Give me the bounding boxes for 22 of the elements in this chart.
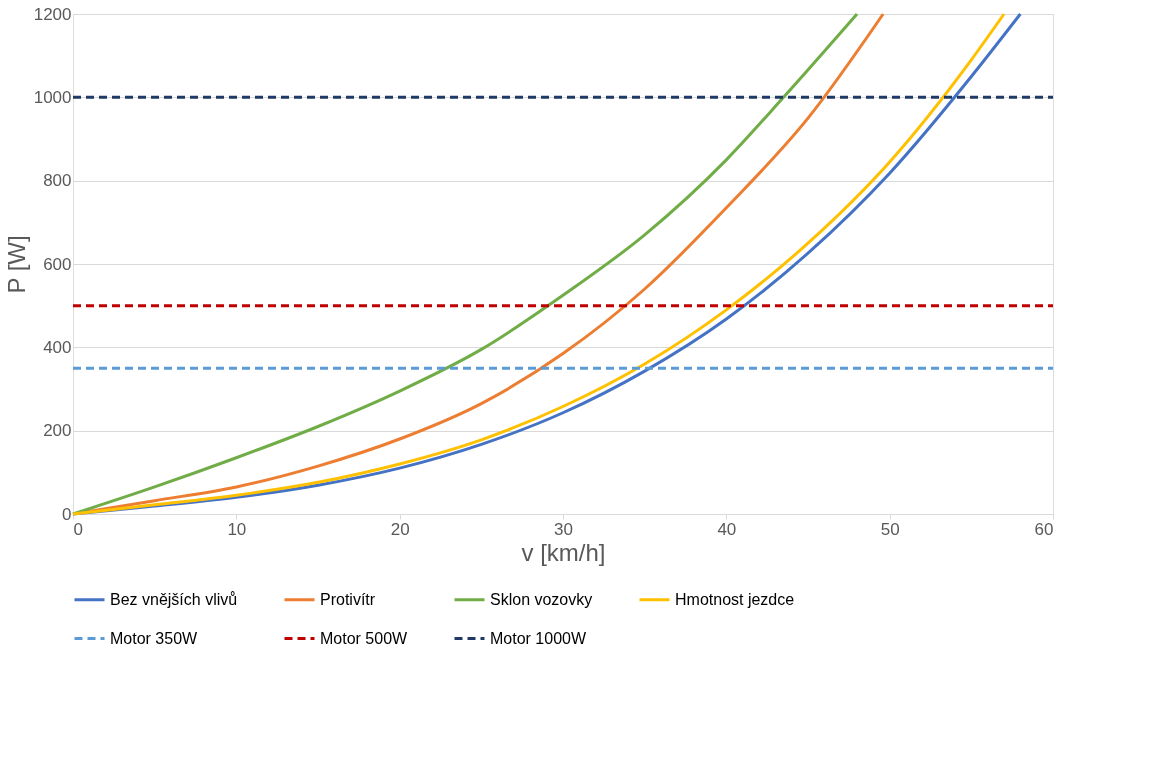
y-tick-label: 1000 (33, 87, 72, 107)
y-tick-label: 0 (62, 504, 72, 524)
x-tick-label: 10 (227, 519, 247, 539)
y-tick-label: 800 (43, 171, 72, 191)
y-axis-title: P [W] (2, 235, 30, 294)
y-tick-label: 600 (43, 254, 72, 274)
legend-label: Bez vnějších vlivů (110, 590, 238, 608)
legend-label: Motor 350W (110, 629, 199, 647)
y-tick-label: 1200 (33, 4, 72, 24)
x-tick-label: 20 (390, 519, 410, 539)
legend-label: Sklon vozovky (490, 590, 593, 608)
x-tick-label: 60 (1034, 519, 1054, 539)
y-tick-label: 400 (43, 337, 72, 357)
x-tick-label: 50 (880, 519, 900, 539)
x-tick-label: 40 (717, 519, 737, 539)
legend-label: Protivítr (320, 590, 376, 608)
y-tick-label: 200 (43, 421, 72, 441)
x-tick-label: 30 (554, 519, 573, 539)
legend-label: Hmotnost jezdce (675, 590, 795, 608)
legend-label: Motor 1000W (490, 629, 587, 647)
legend-label: Motor 500W (320, 629, 409, 647)
x-axis-title: v [km/h] (521, 538, 606, 566)
